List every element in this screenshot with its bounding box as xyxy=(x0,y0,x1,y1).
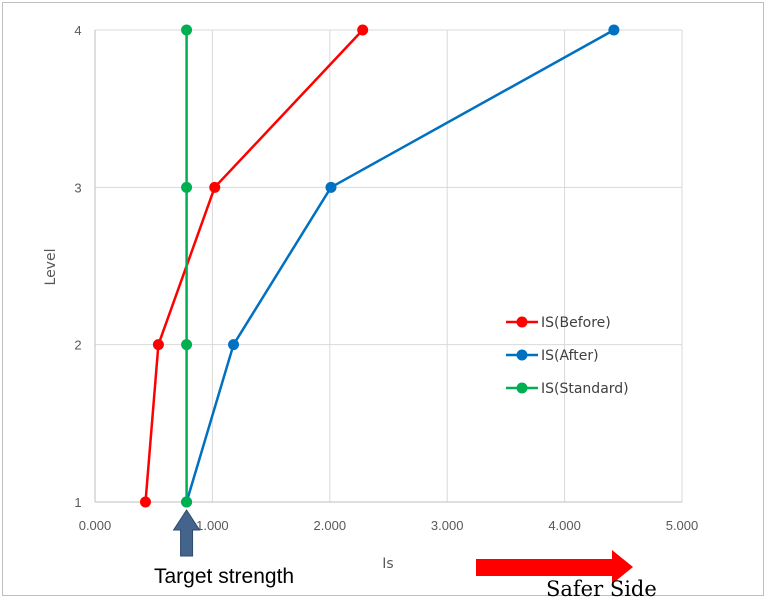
safer-side-arrow-icon xyxy=(476,550,633,584)
legend-label: IS(Before) xyxy=(541,315,611,331)
data-point xyxy=(357,24,369,36)
x-tick-label: 1.000 xyxy=(196,518,229,533)
series-line xyxy=(185,28,615,503)
data-point xyxy=(152,339,164,351)
x-axis-title: Is xyxy=(382,556,393,572)
x-tick-label: 2.000 xyxy=(314,518,347,533)
data-point xyxy=(181,24,193,36)
data-point xyxy=(181,496,193,508)
tick-labels: 0.000 1.000 2.000 3.000 4.000 5.000 1 2 3 4 xyxy=(74,23,698,533)
legend-label: IS(After) xyxy=(541,348,599,364)
data-point xyxy=(608,24,620,36)
safer-side-label: Safer Side xyxy=(546,577,657,601)
data-point xyxy=(325,181,337,193)
legend-marker xyxy=(516,316,528,328)
data-point xyxy=(181,181,193,193)
x-tick-label: 0.000 xyxy=(79,518,112,533)
x-tick-label: 4.000 xyxy=(548,518,581,533)
legend-label: IS(Standard) xyxy=(541,381,629,397)
x-tick-label: 5.000 xyxy=(666,518,699,533)
y-tick-label: 4 xyxy=(74,23,81,38)
grid-layer xyxy=(94,29,683,503)
data-point xyxy=(209,181,221,193)
x-tick-label: 3.000 xyxy=(431,518,464,533)
safer-arrow-shape xyxy=(476,550,633,584)
y-axis-title: Level xyxy=(43,249,59,286)
chart-frame xyxy=(2,2,764,596)
target-arrow-shape xyxy=(172,509,201,557)
data-point xyxy=(228,339,240,351)
target-strength-label: Target strength xyxy=(154,565,295,588)
y-tick-label: 1 xyxy=(74,495,81,510)
legend: IS(Before) IS(After) IS(Standard) xyxy=(506,315,629,397)
data-point xyxy=(139,496,151,508)
legend-marker xyxy=(516,349,528,361)
series-layer xyxy=(139,24,620,508)
target-arrow-icon xyxy=(172,509,201,557)
y-tick-label: 3 xyxy=(74,180,81,195)
data-point xyxy=(181,339,193,351)
y-tick-label: 2 xyxy=(74,338,81,353)
legend-marker xyxy=(516,382,528,394)
